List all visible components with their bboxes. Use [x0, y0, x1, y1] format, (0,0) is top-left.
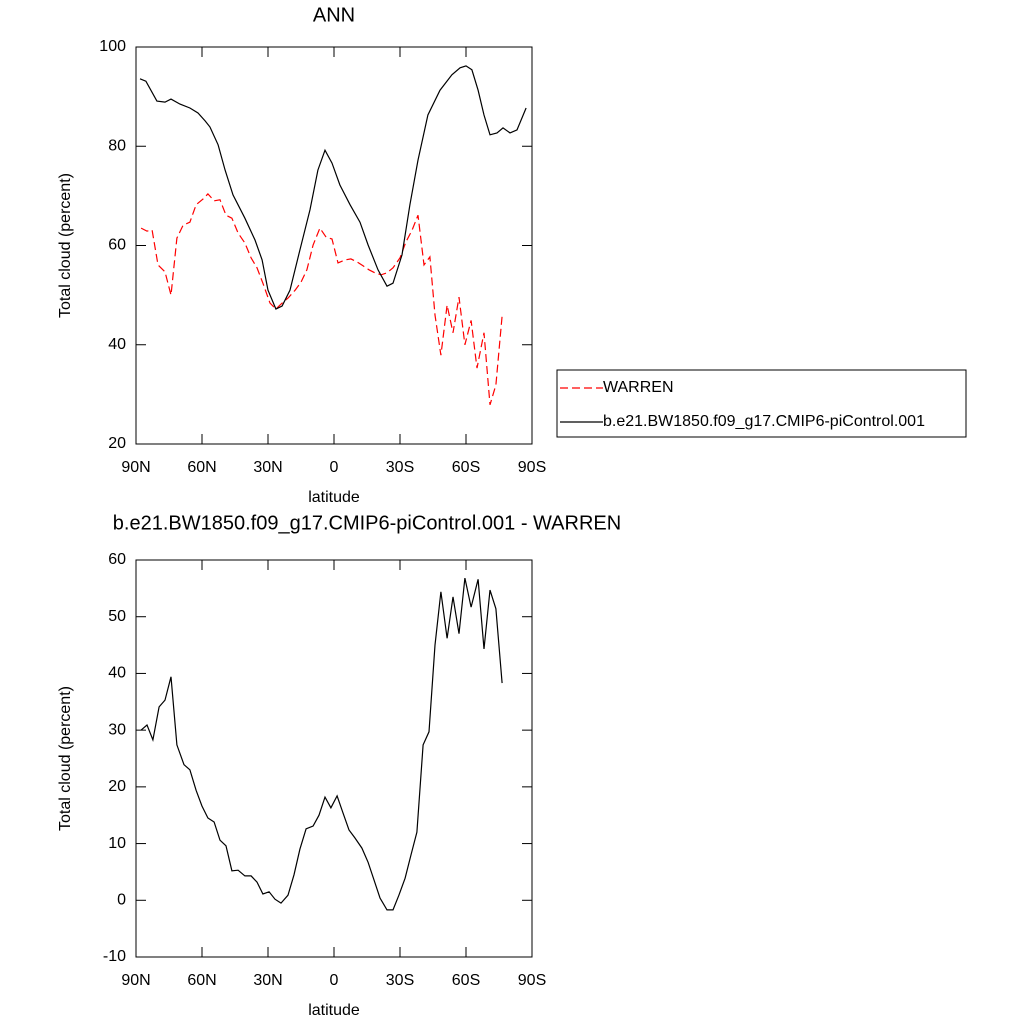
y-tick-label: 40 [108, 336, 126, 353]
x-tick-label: 60S [452, 459, 480, 476]
x-tick-label: 30S [386, 972, 414, 989]
x-tick-label: 30N [253, 459, 282, 476]
data-line [139, 65, 527, 310]
x-tick-label: 0 [330, 459, 339, 476]
x-tick-label: 60N [187, 972, 216, 989]
plot-frame [135, 559, 533, 958]
y-axis-label: Total cloud (percent) [57, 686, 74, 831]
y-tick-label: 20 [108, 778, 126, 795]
y-tick-label: 10 [108, 835, 126, 852]
y-tick-label: 50 [108, 608, 126, 625]
legend-box [556, 369, 967, 438]
x-tick-label: 0 [330, 972, 339, 989]
y-tick-label: 100 [99, 38, 126, 55]
data-line [140, 577, 503, 911]
x-tick-label: 30N [253, 972, 282, 989]
y-tick-label: -10 [103, 948, 126, 965]
x-tick-label: 60S [452, 972, 480, 989]
y-tick-label: 60 [108, 237, 126, 254]
x-tick-label: 30S [386, 459, 414, 476]
legend-label: WARREN [603, 379, 674, 396]
x-tick-label: 90N [121, 459, 150, 476]
chart-title: b.e21.BW1850.f09_g17.CMIP6-piControl.001… [113, 512, 621, 534]
y-tick-label: 30 [108, 721, 126, 738]
plot-frame [135, 46, 533, 445]
y-tick-label: 80 [108, 137, 126, 154]
x-tick-label: 90S [518, 459, 546, 476]
y-tick-label: 40 [108, 665, 126, 682]
x-tick-label: 60N [187, 459, 216, 476]
y-tick-label: 20 [108, 435, 126, 452]
chart-title: ANN [313, 4, 355, 26]
y-tick-label: 60 [108, 551, 126, 568]
x-axis-label: latitude [308, 489, 360, 506]
y-tick-label: 0 [117, 892, 126, 909]
data-line [140, 193, 503, 405]
legend-label: b.e21.BW1850.f09_g17.CMIP6-piControl.001 [603, 413, 925, 430]
x-tick-label: 90S [518, 972, 546, 989]
y-axis-label: Total cloud (percent) [57, 173, 74, 318]
x-axis-label: latitude [308, 1002, 360, 1019]
x-tick-label: 90N [121, 972, 150, 989]
